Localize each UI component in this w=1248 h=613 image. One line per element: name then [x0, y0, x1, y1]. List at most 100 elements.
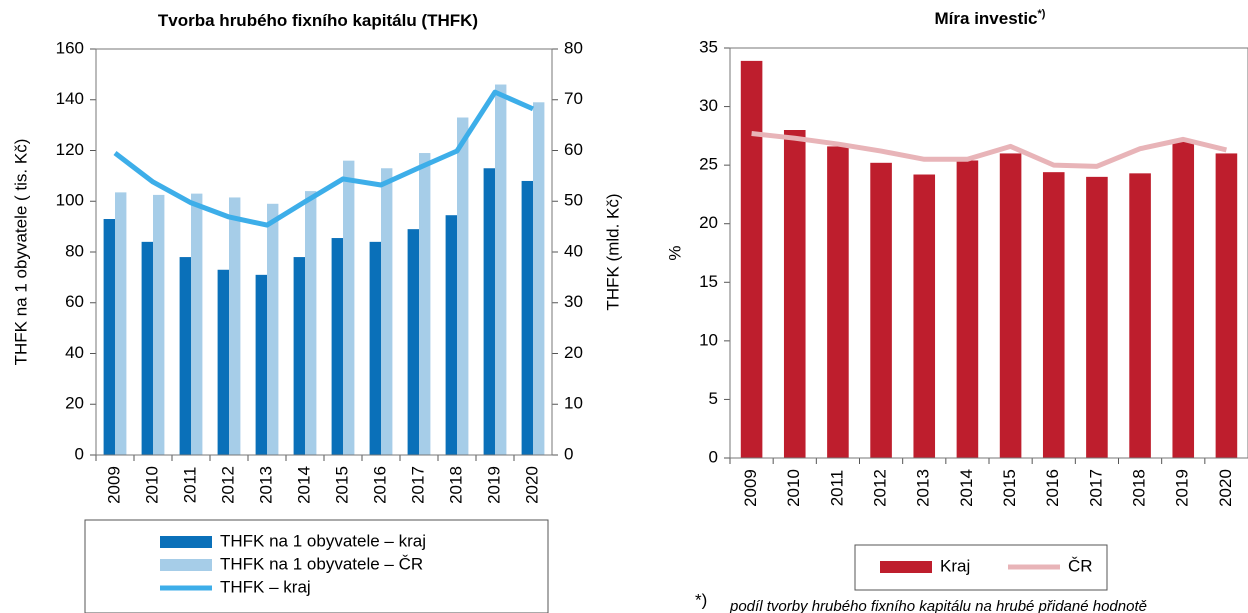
- bar: [457, 117, 469, 455]
- bar: [783, 130, 806, 458]
- legend-label: ČR: [1068, 556, 1093, 575]
- chart-title: Míra investic*): [935, 8, 1046, 29]
- legend-label: THFK na 1 obyvatele – kraj: [220, 531, 426, 550]
- bar: [267, 203, 279, 455]
- y-tick-label: 30: [699, 96, 718, 115]
- bar: [740, 60, 763, 459]
- y2-tick-label: 30: [564, 292, 583, 311]
- x-tick-label: 2013: [256, 466, 275, 504]
- x-tick-label: 2020: [522, 466, 541, 504]
- bar: [229, 197, 241, 455]
- x-tick-label: 2013: [914, 469, 933, 507]
- bar: [191, 193, 203, 455]
- x-tick-label: 2009: [104, 466, 123, 504]
- bar: [1129, 173, 1151, 459]
- bar: [1086, 176, 1108, 458]
- bar: [870, 162, 892, 459]
- y-axis-label: THFK na 1 obyvatele ( tis. Kč): [11, 139, 30, 366]
- legend-label: THFK – kraj: [220, 577, 311, 596]
- bar: [956, 160, 979, 458]
- y2-tick-label: 80: [564, 38, 583, 57]
- x-tick-label: 2018: [1130, 469, 1149, 507]
- bar: [495, 84, 507, 456]
- y2-tick-label: 20: [564, 343, 583, 362]
- bar: [913, 174, 936, 458]
- x-tick-label: 2011: [827, 470, 846, 507]
- title-text: Míra investic: [935, 9, 1038, 28]
- y-tick-label: 20: [699, 213, 718, 232]
- legend-swatch: [880, 561, 932, 573]
- y-tick-label: 15: [699, 272, 718, 291]
- y-tick-label: 40: [65, 343, 84, 362]
- x-tick-label: 2010: [142, 466, 161, 504]
- y-axis-label: %: [665, 245, 684, 260]
- bar: [305, 191, 317, 455]
- x-tick-label: 2014: [294, 466, 313, 504]
- line: [113, 89, 535, 228]
- legend-label: Kraj: [940, 556, 970, 575]
- bar: [331, 238, 343, 455]
- bar: [999, 153, 1022, 458]
- bar: [1215, 153, 1238, 458]
- y-tick-label: 140: [56, 89, 84, 108]
- x-tick-label: 2014: [957, 469, 976, 507]
- bar: [521, 180, 533, 455]
- x-tick-label: 2017: [1086, 469, 1105, 507]
- x-tick-label: 2011: [180, 467, 199, 504]
- y-tick-label: 120: [56, 140, 84, 159]
- y-tick-label: 5: [709, 389, 718, 408]
- x-tick-label: 2019: [484, 466, 503, 504]
- footnote: podíl tvorby hrubého fixního kapitálu na…: [729, 598, 1147, 613]
- legend-swatch: [160, 536, 212, 548]
- bar: [179, 257, 191, 455]
- plot-border: [729, 47, 1248, 459]
- y-tick-label: 10: [699, 330, 718, 349]
- legend-label: THFK na 1 obyvatele – ČR: [220, 554, 423, 573]
- y2-tick-label: 10: [564, 394, 583, 413]
- x-tick-label: 2012: [218, 466, 237, 504]
- y-tick-label: 35: [699, 37, 718, 56]
- y2-tick-label: 0: [564, 444, 573, 463]
- x-tick-label: 2019: [1173, 469, 1192, 507]
- bar: [483, 168, 495, 455]
- y2-tick-label: 50: [564, 191, 583, 210]
- footnote-mark: *): [695, 590, 707, 609]
- bar: [407, 229, 419, 455]
- x-tick-label: 2009: [741, 469, 760, 507]
- bar: [343, 160, 355, 455]
- x-tick-label: 2018: [446, 466, 465, 504]
- bar: [1172, 141, 1195, 458]
- y-tick-label: 20: [65, 394, 84, 413]
- bar: [419, 153, 431, 455]
- x-tick-label: 2015: [332, 466, 351, 504]
- y-tick-label: 0: [709, 447, 718, 466]
- bar: [255, 274, 267, 455]
- y-tick-label: 100: [56, 191, 84, 210]
- bar: [217, 269, 229, 455]
- y2-tick-label: 40: [564, 241, 583, 260]
- y-tick-label: 60: [65, 292, 84, 311]
- line: [751, 131, 1228, 169]
- x-tick-label: 2017: [408, 466, 427, 504]
- bar: [153, 194, 165, 455]
- title-text: Tvorba hrubého fixního kapitálu (THFK): [158, 11, 478, 30]
- y-tick-label: 25: [699, 155, 718, 174]
- y-tick-label: 0: [75, 444, 84, 463]
- x-tick-label: 2016: [370, 466, 389, 504]
- bar: [103, 219, 115, 455]
- title-note: *): [1038, 8, 1046, 20]
- y-tick-label: 80: [65, 241, 84, 260]
- bar: [115, 192, 127, 455]
- bar: [827, 146, 849, 458]
- x-tick-label: 2012: [871, 469, 890, 507]
- y2-tick-label: 60: [564, 140, 583, 159]
- bar: [533, 102, 545, 455]
- bar: [445, 215, 457, 455]
- y2-tick-label: 70: [564, 89, 583, 108]
- chart-title: Tvorba hrubého fixního kapitálu (THFK): [158, 11, 478, 30]
- bar: [1042, 172, 1065, 458]
- y2-axis-label: THFK (mld. Kč): [603, 193, 622, 310]
- bar: [293, 257, 305, 455]
